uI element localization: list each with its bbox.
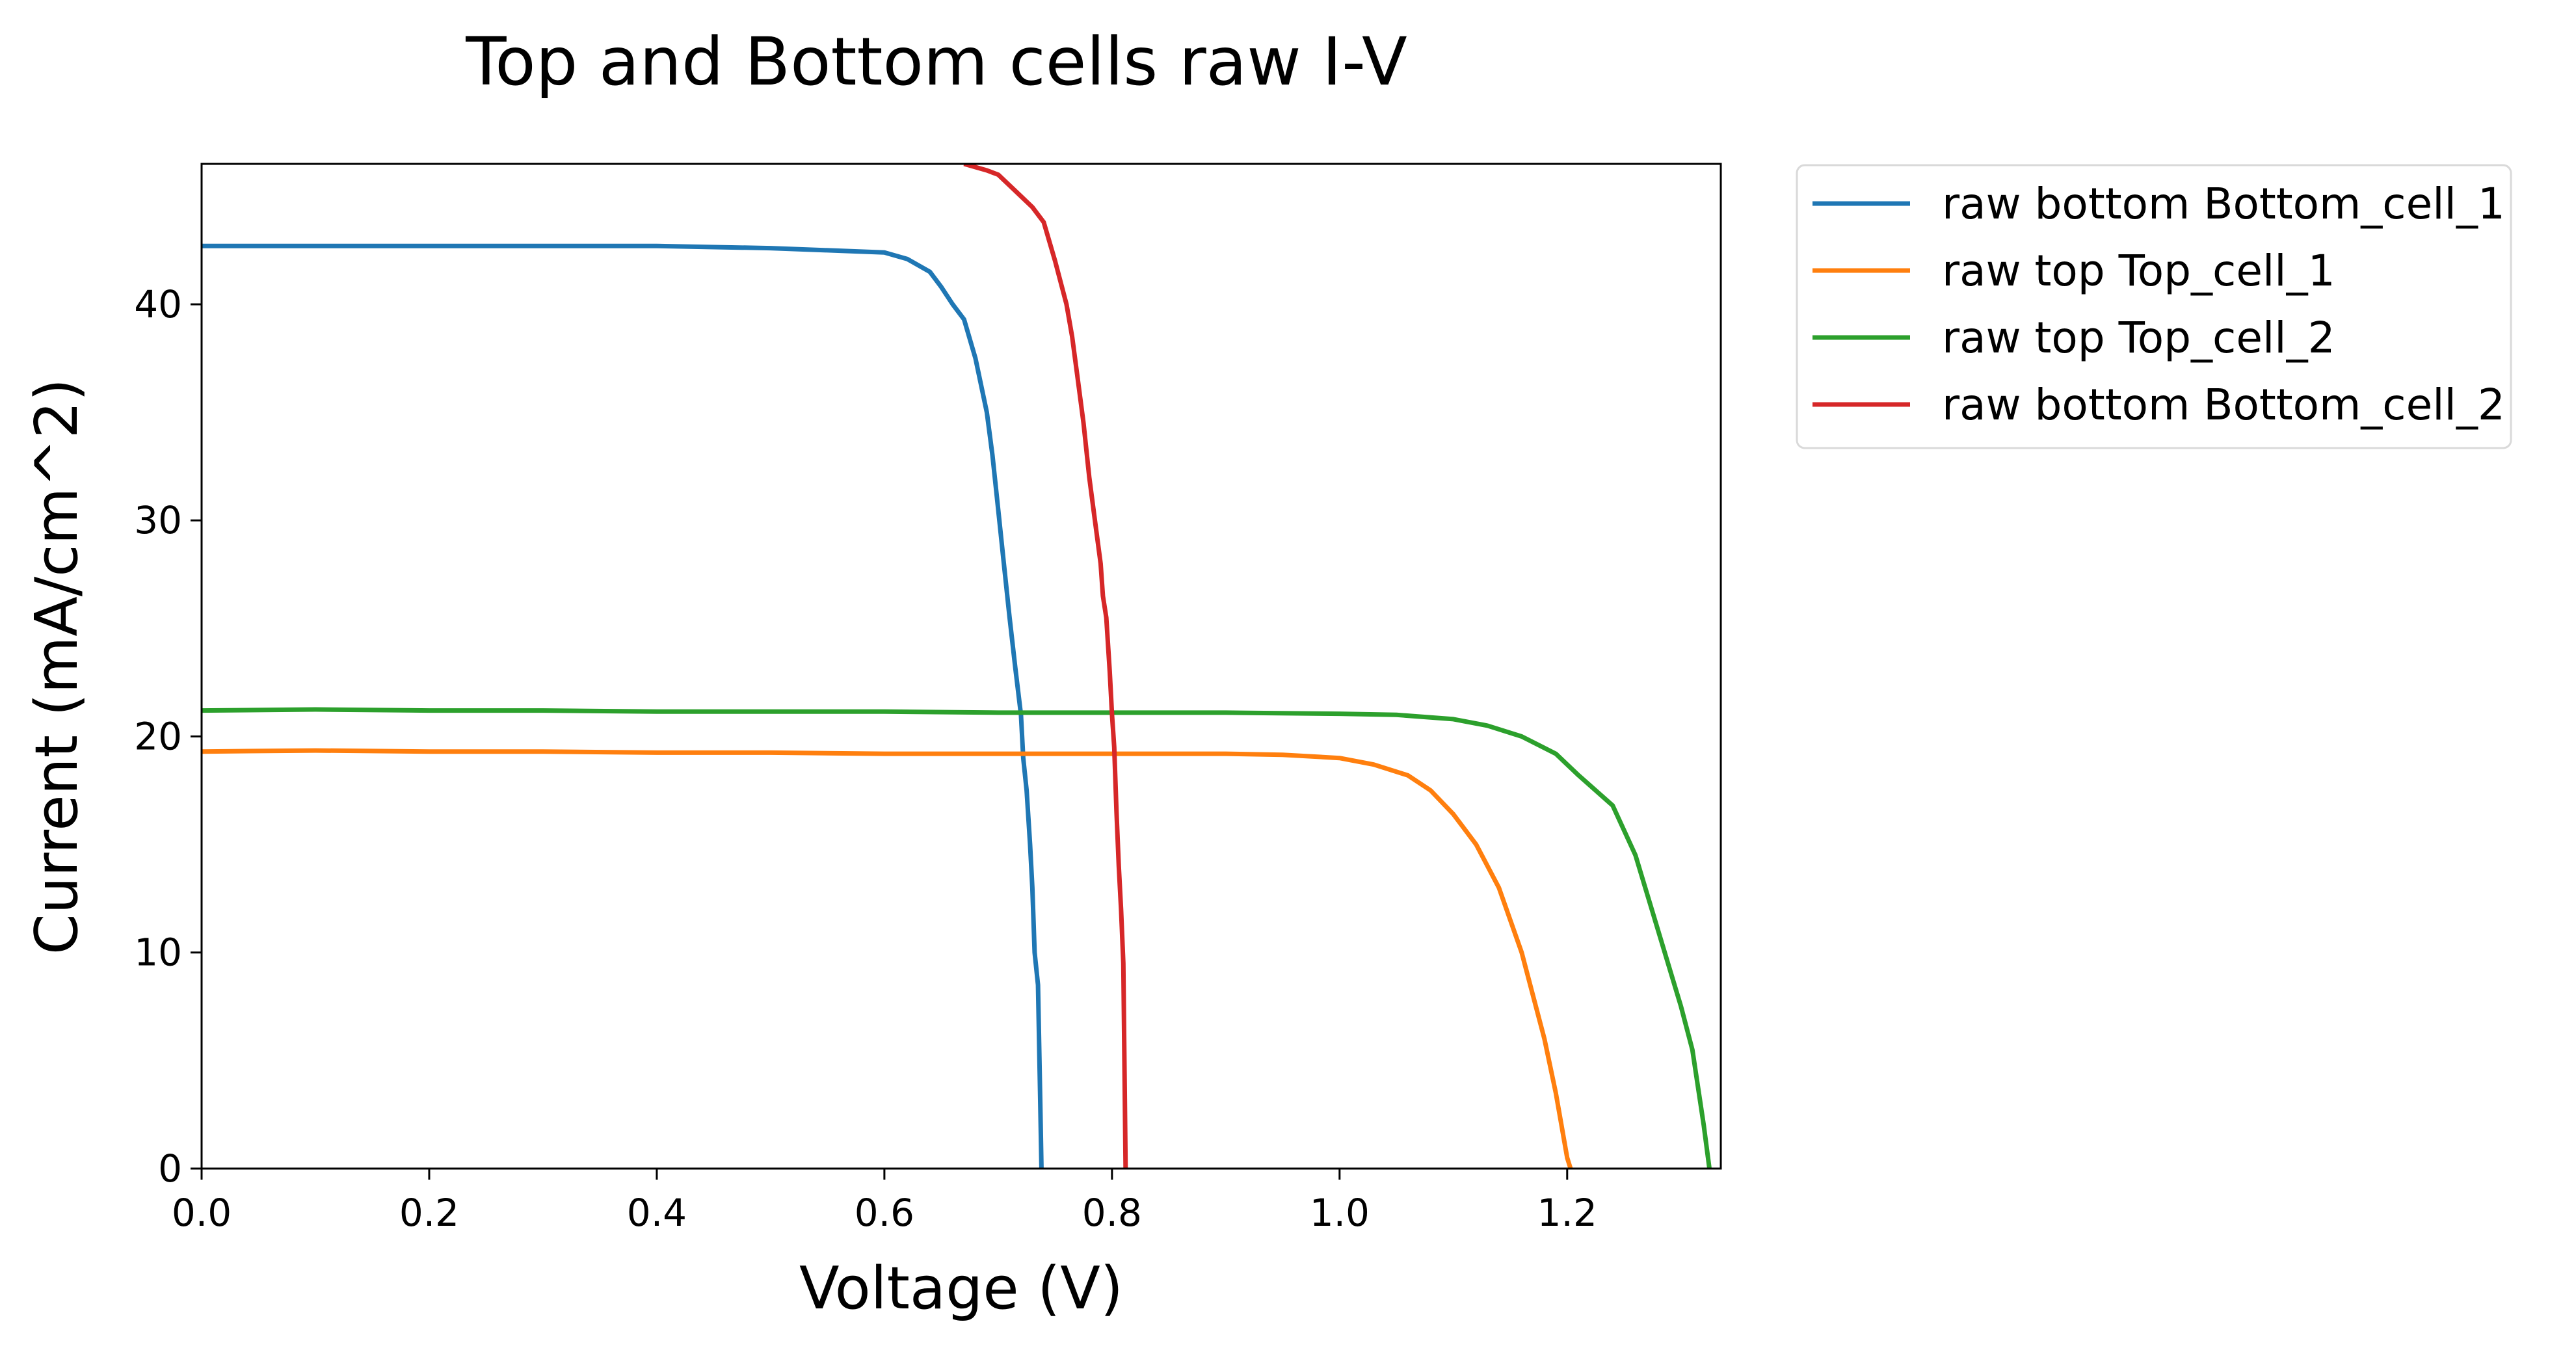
y-axis-label: Current (mA/cm^2) — [23, 378, 91, 955]
x-tick-label: 1.0 — [1310, 1191, 1370, 1235]
series-line-2 — [202, 748, 1573, 1169]
legend-label: raw bottom Bottom_cell_2 — [1942, 380, 2505, 430]
plot-frame — [200, 163, 1722, 1170]
x-axis-label: Voltage (V) — [799, 1254, 1123, 1323]
x-tick-label: 0.2 — [399, 1191, 459, 1235]
legend-label: raw top Top_cell_2 — [1942, 313, 2335, 363]
x-tick-label: 0.4 — [627, 1191, 687, 1235]
y-tick-label: 10 — [134, 931, 182, 975]
x-tick-label: 0.8 — [1082, 1191, 1142, 1235]
y-tick-label: 30 — [134, 498, 182, 542]
x-tick-label: 0.6 — [855, 1191, 914, 1235]
x-axis: 0.0 0.2 0.4 0.6 0.8 1.0 1.2 — [172, 1169, 1597, 1235]
legend-frame — [1796, 164, 2512, 449]
x-tick-label: 0.0 — [172, 1191, 232, 1235]
chart-title: Top and Bottom cells raw I-V — [465, 23, 1407, 101]
series-line-3 — [202, 707, 1712, 1169]
y-tick-label: 20 — [134, 714, 182, 758]
series-layer — [202, 164, 1712, 1169]
y-axis: 0 10 20 30 40 — [134, 282, 202, 1191]
legend-label: raw top Top_cell_1 — [1942, 246, 2335, 296]
x-tick-label: 1.2 — [1537, 1191, 1597, 1235]
series-line-4 — [963, 164, 1128, 1169]
legend-label: raw bottom Bottom_cell_1 — [1942, 179, 2505, 229]
plot-area — [200, 163, 1722, 1170]
y-tick-label: 40 — [134, 282, 182, 326]
y-tick-label: 0 — [158, 1146, 182, 1191]
series-line-1 — [202, 243, 1044, 1169]
